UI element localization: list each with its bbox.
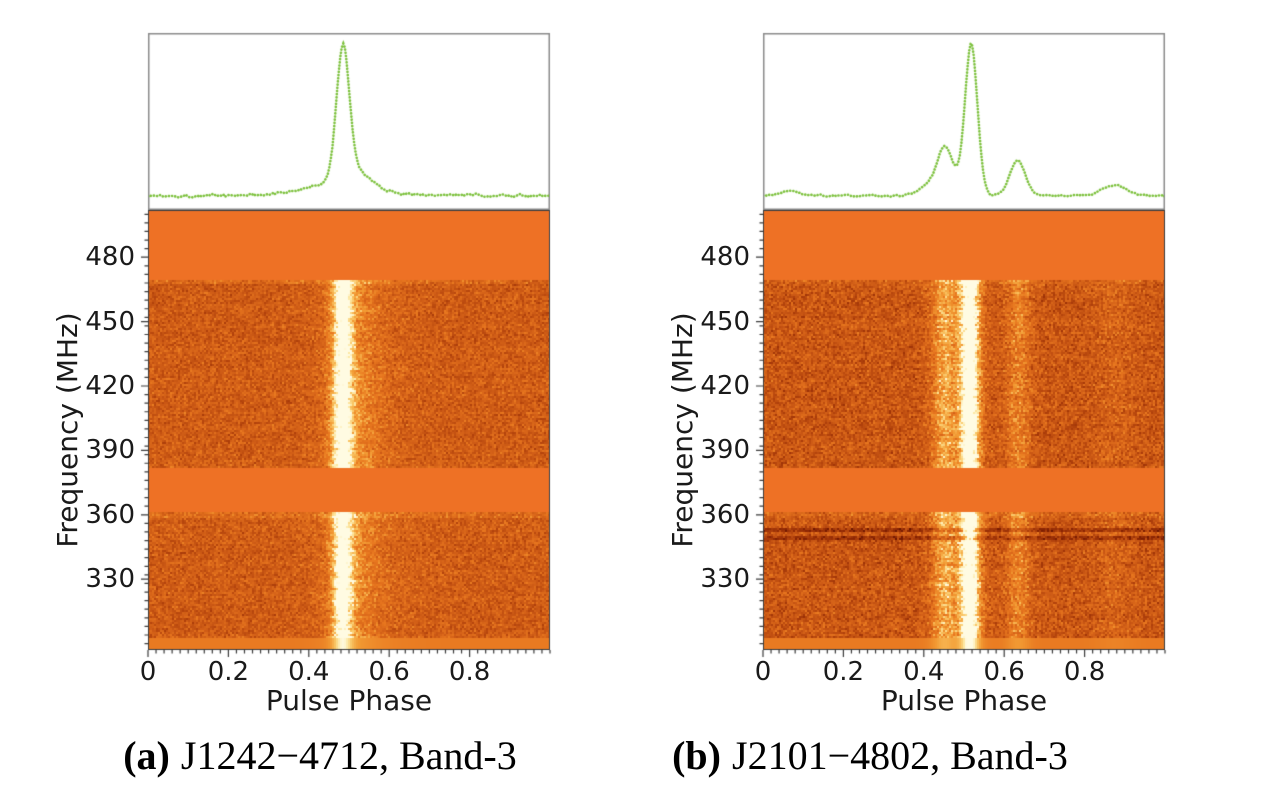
x-tick-label: 0.6 <box>983 657 1025 687</box>
y-tick-label: 330 <box>700 564 750 595</box>
y-tick-label: 450 <box>700 306 750 337</box>
panel-b-caption-title: J2101−4802, Band-3 <box>732 733 1068 778</box>
y-tick-label: 360 <box>700 499 750 530</box>
panel-a-caption-title: J1242−4712, Band-3 <box>180 733 517 778</box>
y-tick-label: 450 <box>85 306 135 337</box>
x-tick-label: 0.4 <box>903 657 945 687</box>
y-tick-label: 330 <box>85 564 135 595</box>
panel-a-caption-index: (a) <box>123 733 170 778</box>
panel-a-x-axis-label: Pulse Phase <box>265 684 433 717</box>
y-tick-label: 390 <box>85 435 135 466</box>
y-tick-label: 480 <box>700 242 750 273</box>
y-tick-label: 390 <box>700 435 750 466</box>
x-tick-label: 0 <box>139 657 157 687</box>
x-tick-label: 0.2 <box>822 657 865 687</box>
panel-a-caption: (a) J1242−4712, Band-3 <box>40 732 600 779</box>
x-tick-label: 0.6 <box>368 657 410 687</box>
y-tick-label: 420 <box>85 371 135 401</box>
panel-b-caption: (b) J2101−4802, Band-3 <box>590 732 1150 779</box>
x-tick-label: 0.8 <box>448 657 491 687</box>
panel-a-plot-canvas <box>139 25 559 665</box>
x-tick-label: 0 <box>754 657 772 687</box>
y-tick-label: 360 <box>85 499 135 530</box>
panel-b-plot-canvas <box>754 25 1174 665</box>
y-tick-label: 480 <box>85 242 135 273</box>
x-tick-label: 0.8 <box>1063 657 1106 687</box>
x-tick-label: 0.2 <box>207 657 250 687</box>
panel-b-caption-index: (b) <box>672 733 721 778</box>
panel-b-x-axis-label: Pulse Phase <box>880 684 1048 717</box>
x-tick-label: 0.4 <box>288 657 330 687</box>
y-tick-label: 420 <box>700 371 750 401</box>
